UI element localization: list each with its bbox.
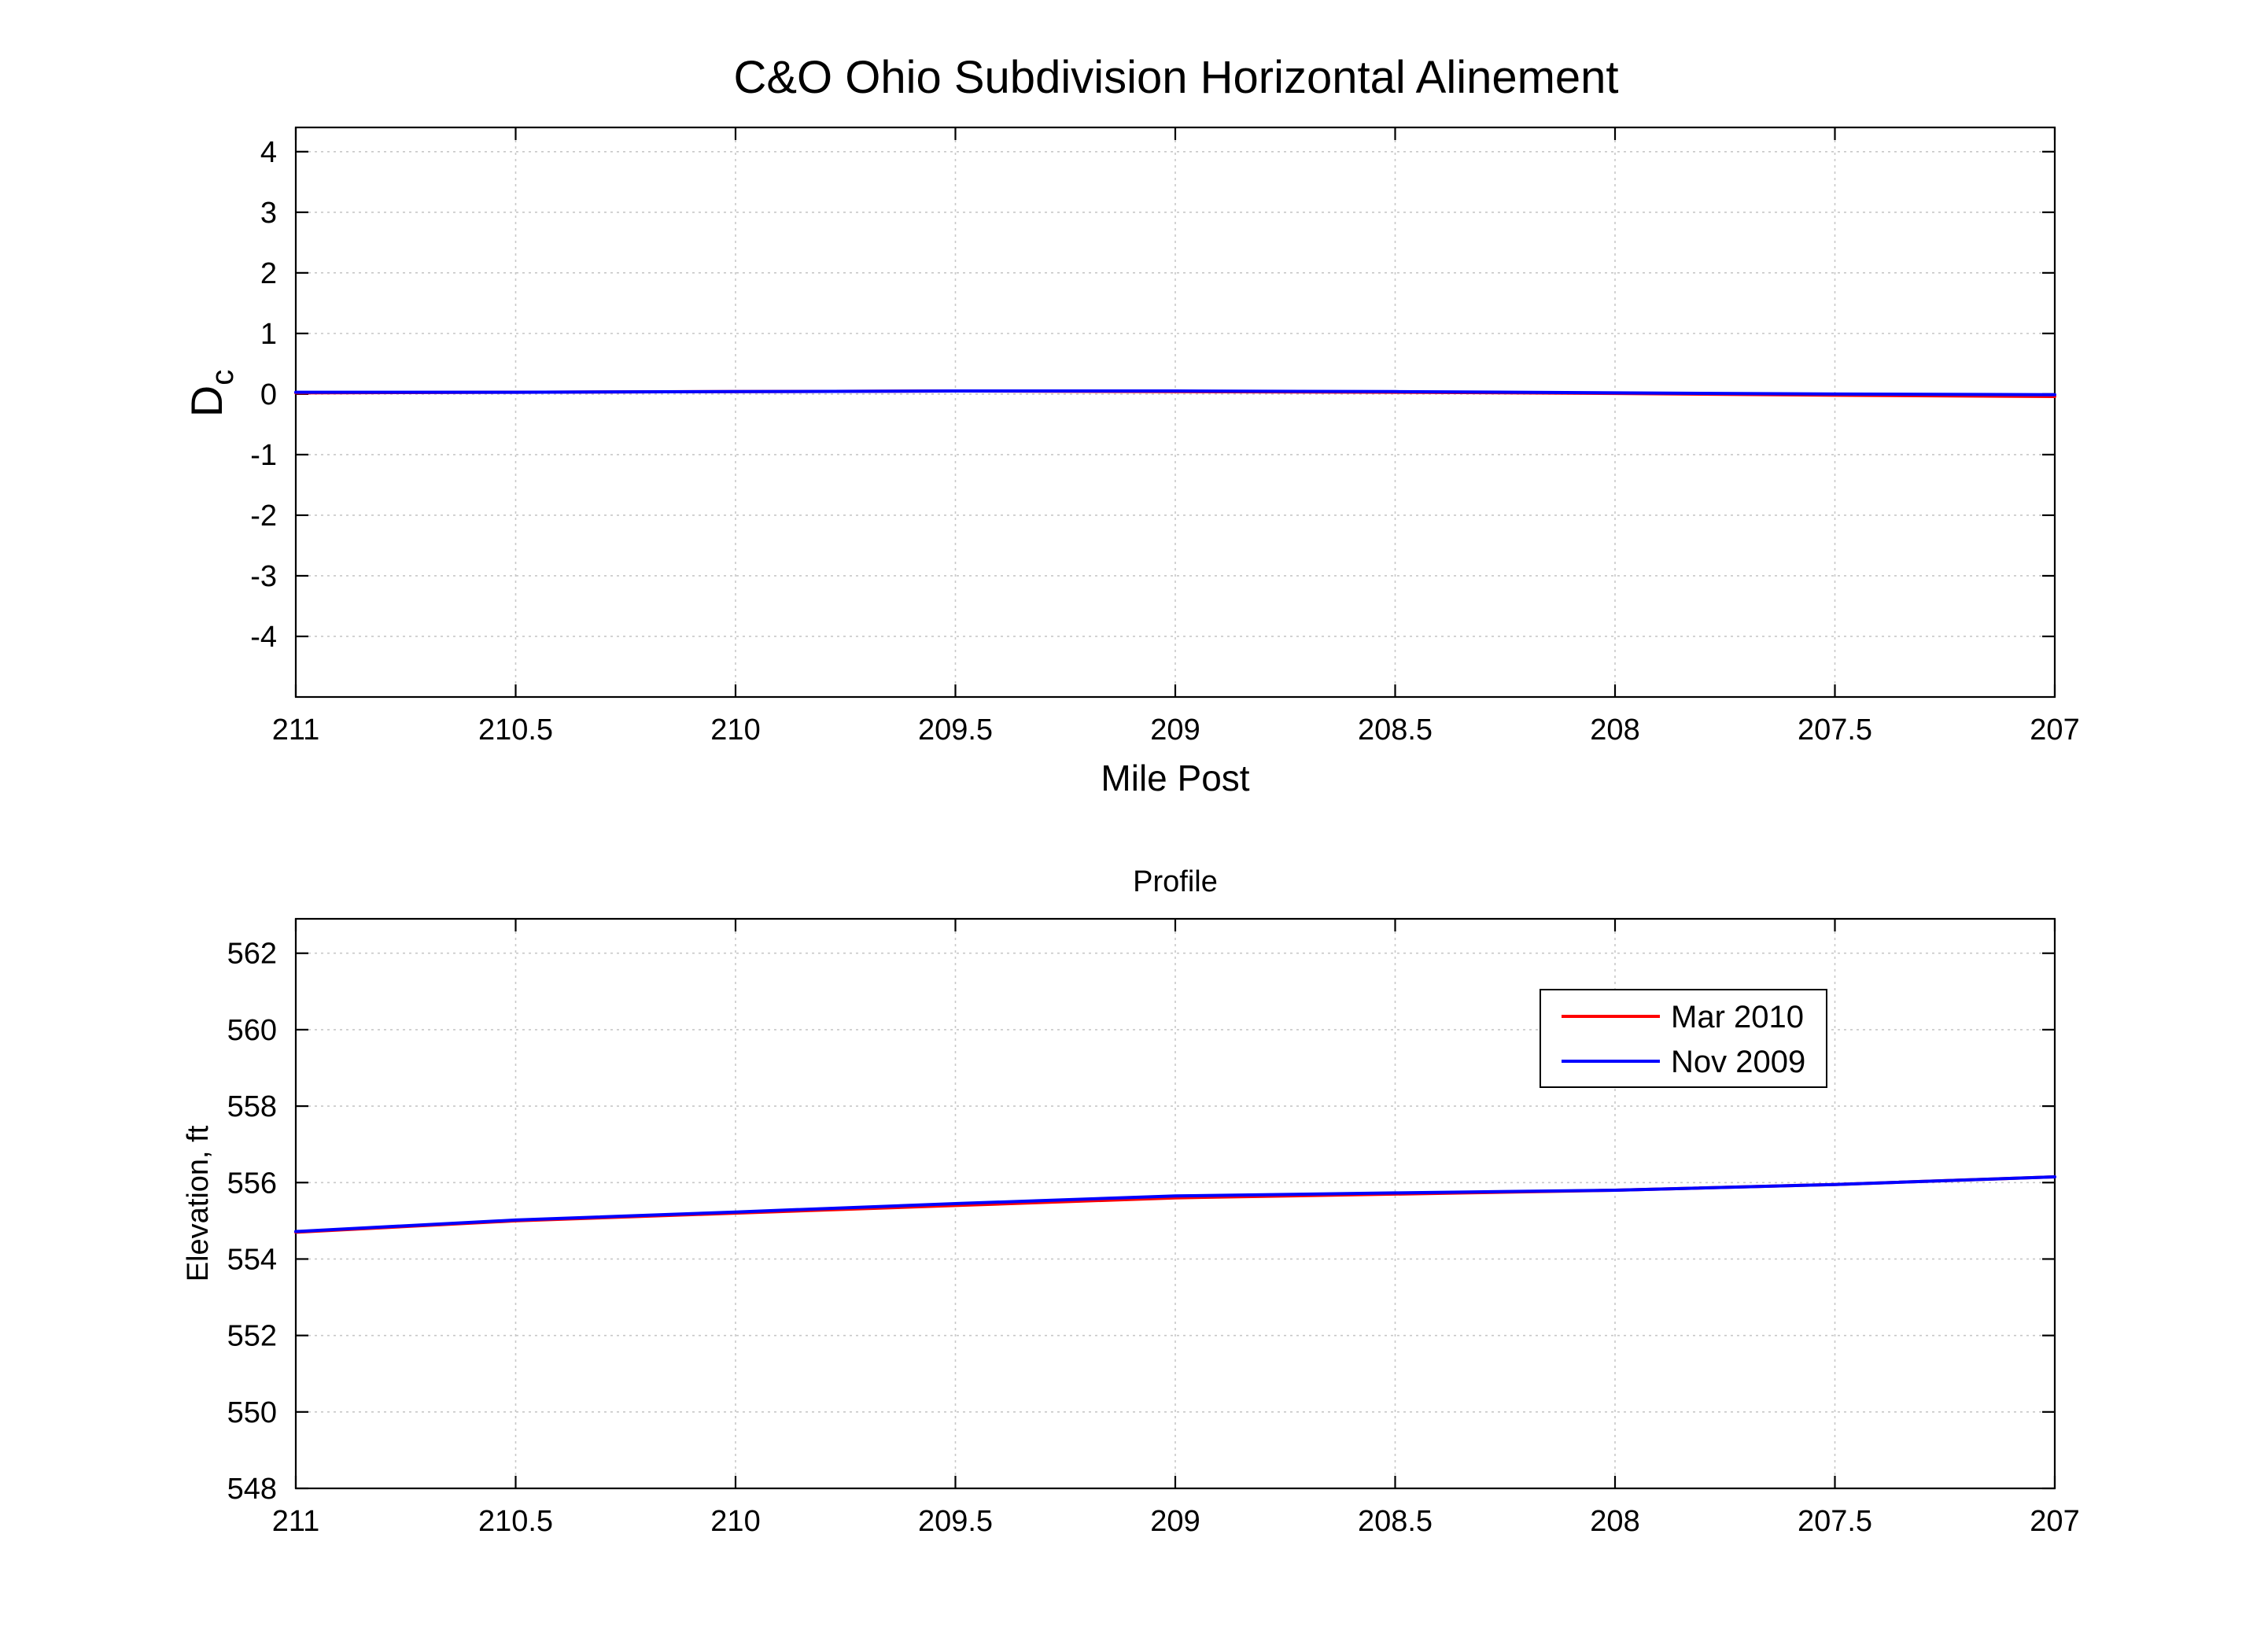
profile-y-tick-label: 560 (227, 1014, 277, 1047)
profile-x-tick-label: 208 (1590, 1505, 1639, 1538)
alinement-y-tick-label: 3 (260, 197, 277, 230)
alinement-y-tick-label: -1 (250, 439, 277, 472)
alinement-y-tick-label: 2 (260, 257, 277, 290)
alinement-title: C&O Ohio Subdivision Horizontal Alinemen… (733, 52, 1618, 103)
alinement-y-axis-label: Dc (182, 370, 240, 417)
alinement-y-axis-label-subscript: c (205, 370, 240, 385)
alinement-series-line-1 (294, 389, 2056, 396)
profile-y-ticks: 562 560 558 556 554 552 550 548 (227, 938, 2055, 1506)
profile-y-tick-label: 558 (227, 1090, 277, 1123)
profile-x-tick-label: 210.5 (478, 1505, 553, 1538)
profile-x-tick-label: 211 (272, 1505, 320, 1538)
profile-x-ticks: 211 210.5 210 209.5 209 208.5 208 207.5 207 (272, 919, 2080, 1538)
alinement-x-tick-label: 207 (2030, 714, 2079, 747)
profile-y-axis-label: Elevation, ft (182, 1125, 215, 1281)
alinement-x-tick-label: 211 (272, 714, 320, 747)
alinement-panel: C&O Ohio Subdivision Horizontal Alinemen… (182, 52, 2080, 798)
alinement-y-axis-label-main: D (182, 385, 231, 417)
profile-y-tick-label: 552 (227, 1320, 277, 1353)
profile-series-line-1 (294, 1175, 2056, 1233)
svg-text:Dc: Dc (182, 370, 240, 417)
profile-x-tick-label: 209 (1150, 1505, 1200, 1538)
profile-y-tick-label: 548 (227, 1473, 277, 1506)
alinement-x-tick-label: 208.5 (1358, 714, 1433, 747)
alinement-x-tick-label: 208 (1590, 714, 1639, 747)
alinement-y-ticks: 4 3 2 1 0 -1 -2 -3 -4 (250, 136, 2055, 654)
profile-legend-box (1540, 989, 1827, 1088)
profile-legend-label-mar-2010: Mar 2010 (1671, 1000, 1804, 1034)
alinement-y-tick-label: -3 (250, 560, 277, 593)
profile-x-tick-label: 209.5 (918, 1505, 993, 1538)
profile-legend: Mar 2010 Nov 2009 (1540, 989, 1827, 1088)
profile-y-tick-label: 556 (227, 1167, 277, 1200)
alinement-grid (296, 127, 2055, 697)
alinement-y-tick-label: -4 (250, 621, 277, 654)
alinement-y-tick-label: 0 (260, 378, 277, 411)
profile-series (294, 1175, 2056, 1234)
profile-y-tick-label: 554 (227, 1243, 277, 1276)
alinement-y-tick-label: 4 (260, 136, 277, 169)
alinement-x-axis-label: Mile Post (1101, 758, 1249, 798)
alinement-x-tick-label: 210 (710, 714, 760, 747)
alinement-x-ticks: 211 210.5 210 209.5 209 208.5 208 207.5 207 (272, 127, 2080, 747)
profile-title: Profile (1133, 865, 1218, 898)
alinement-y-tick-label: -2 (250, 500, 277, 533)
profile-x-tick-label: 208.5 (1358, 1505, 1433, 1538)
profile-x-tick-label: 207 (2030, 1505, 2079, 1538)
profile-panel: Profile 211 210.5 210 209.5 209 208.5 208 207.5… (182, 865, 2080, 1538)
alinement-y-tick-label: 1 (260, 318, 277, 351)
alinement-x-tick-label: 207.5 (1798, 714, 1872, 747)
alinement-series (294, 389, 2056, 398)
profile-y-tick-label: 562 (227, 938, 277, 971)
profile-x-tick-label: 210 (710, 1505, 760, 1538)
profile-x-tick-label: 207.5 (1798, 1505, 1872, 1538)
alinement-x-tick-label: 209.5 (918, 714, 993, 747)
alinement-x-tick-label: 209 (1150, 714, 1200, 747)
profile-legend-label-nov-2009: Nov 2009 (1671, 1045, 1805, 1079)
alinement-x-tick-label: 210.5 (478, 714, 553, 747)
profile-y-tick-label: 550 (227, 1396, 277, 1429)
